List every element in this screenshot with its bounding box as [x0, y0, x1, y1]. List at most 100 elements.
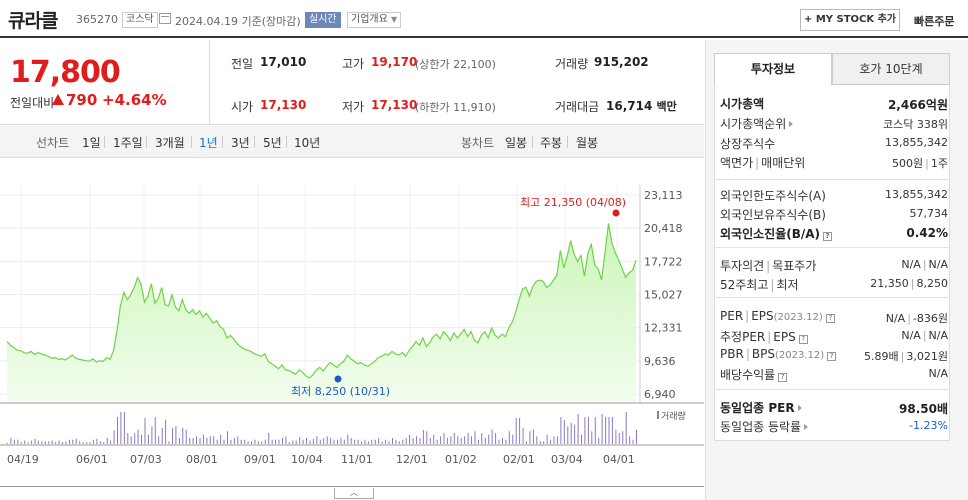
help-icon[interactable]: ? [798, 335, 808, 344]
chart-bottom-border [0, 486, 704, 487]
tab-weekly[interactable]: 주봉 [540, 136, 563, 150]
volume-bar [481, 433, 483, 444]
tab-monthly[interactable]: 월봉 [576, 136, 599, 150]
volume-bar [185, 429, 187, 444]
expand-chart-button[interactable]: ︿ [334, 488, 374, 499]
help-icon[interactable]: ? [827, 352, 837, 361]
tab-1w[interactable]: 1주일 [113, 136, 143, 150]
volume-bar [99, 441, 101, 444]
volume-legend-icon [657, 411, 659, 419]
shares-value: 13,855,342 [885, 136, 948, 149]
volume-bar [567, 426, 569, 444]
volume-bar [453, 433, 455, 444]
quick-order-link[interactable]: 빠른주문 [914, 15, 955, 28]
help-icon[interactable]: ? [778, 373, 788, 382]
line-chart-label: 선차트 [36, 136, 70, 150]
tab-3m[interactable]: 3개월 [155, 136, 185, 150]
low-value: 17,130 [371, 98, 418, 112]
caret-right-icon[interactable] [797, 405, 802, 411]
tab-daily[interactable]: 일봉 [505, 136, 528, 150]
volume-bar [491, 429, 493, 444]
volume-bar [282, 438, 283, 444]
volume-bar [419, 438, 421, 444]
volume-bar [27, 442, 29, 444]
y-axis-ticks: 23,113 20,418 17,722 15,027 12,331 9,636 6,940 [644, 189, 683, 401]
foreign-limit-value: 13,855,342 [885, 188, 948, 201]
volume-bar [237, 436, 239, 444]
tab-10y[interactable]: 10년 [294, 136, 321, 150]
tab-1y[interactable]: 1년 [199, 136, 218, 150]
volume-bar [636, 429, 637, 444]
volume-bar [450, 436, 452, 444]
caret-right-icon[interactable] [789, 121, 794, 127]
volume-bar [447, 438, 448, 444]
volume-bar [151, 426, 153, 444]
add-mystock-button[interactable]: + MY STOCK 추가 [800, 9, 900, 31]
volume-bar [354, 439, 356, 444]
volume-bar [257, 441, 259, 444]
info-section [714, 85, 950, 179]
volume-bar [357, 439, 359, 444]
volume-bar [58, 440, 60, 444]
volume-bar [343, 439, 345, 444]
x-tick-label: 02/01 [503, 453, 535, 466]
amount-value: 16,714 백만 [606, 99, 677, 113]
tab-5y[interactable]: 5년 [263, 136, 282, 150]
volume-bar [581, 434, 582, 444]
divider [209, 40, 210, 125]
volume-bar [17, 439, 19, 444]
price-area [7, 223, 636, 403]
opinion-section [714, 247, 950, 297]
x-tick-label: 06/01 [76, 453, 108, 466]
divider [222, 136, 223, 148]
tab-3y[interactable]: 3년 [231, 136, 250, 150]
industry-per-row: 동일업종 PER 98.50배 [720, 401, 948, 416]
calendar-icon [159, 13, 171, 24]
volume-bar [103, 442, 105, 444]
y-tick-label: 12,331 [644, 322, 683, 335]
tab-investment-info[interactable]: 투자정보 [714, 53, 832, 85]
volume-bar [422, 430, 424, 444]
company-overview-button[interactable]: 기업개요 ▼ [347, 12, 402, 28]
volume-bar [361, 441, 362, 444]
volume-bar [134, 433, 136, 444]
volume-bar [65, 441, 67, 444]
tab-order-book[interactable]: 호가 10단계 [832, 53, 950, 85]
y-tick-label: 17,722 [644, 255, 683, 268]
volume-bar [591, 431, 593, 444]
y-axis-area [640, 185, 704, 403]
volume-bar [460, 438, 462, 444]
volume-legend: 거래량 [661, 410, 686, 422]
volume-bar [584, 417, 586, 444]
volume-bar [625, 412, 627, 444]
market-cap-rank-label: 시가총액순위 [720, 117, 787, 131]
foreign-hold-label: 외국인보유주식수(B) [720, 208, 826, 222]
price-panel [0, 40, 704, 125]
tab-1d[interactable]: 1일 [82, 136, 101, 150]
divider [532, 136, 533, 148]
volume-bar [316, 436, 318, 444]
volume-bar [319, 439, 321, 444]
volume-bar [62, 442, 63, 444]
x-tick-label: 04/19 [7, 453, 39, 466]
volume-bar [141, 434, 142, 444]
volume-bar [378, 438, 380, 444]
x-tick-label: 10/04 [291, 453, 323, 466]
shares-label: 상장주식수 [720, 137, 776, 151]
caret-right-icon[interactable] [804, 424, 809, 430]
price-chart[interactable]: 23,113 20,418 17,722 15,027 12,331 9,636 6,940… [0, 160, 704, 484]
industry-chg-row: 동일업종 등락률 -1.23% [720, 419, 948, 434]
volume-bar [312, 438, 314, 444]
help-icon[interactable]: ? [825, 314, 835, 323]
volume-bar [347, 434, 349, 444]
volume-bar [55, 442, 57, 444]
divider [567, 136, 568, 148]
y-tick-label: 20,418 [644, 222, 683, 235]
help-icon[interactable]: ? [823, 232, 833, 241]
realtime-button[interactable]: 실시간 [305, 12, 341, 28]
volume-bar [306, 438, 307, 444]
volume-bar [189, 438, 191, 444]
volume-bar [168, 441, 170, 444]
volume-bar [127, 433, 129, 444]
volume-bar [223, 439, 225, 444]
